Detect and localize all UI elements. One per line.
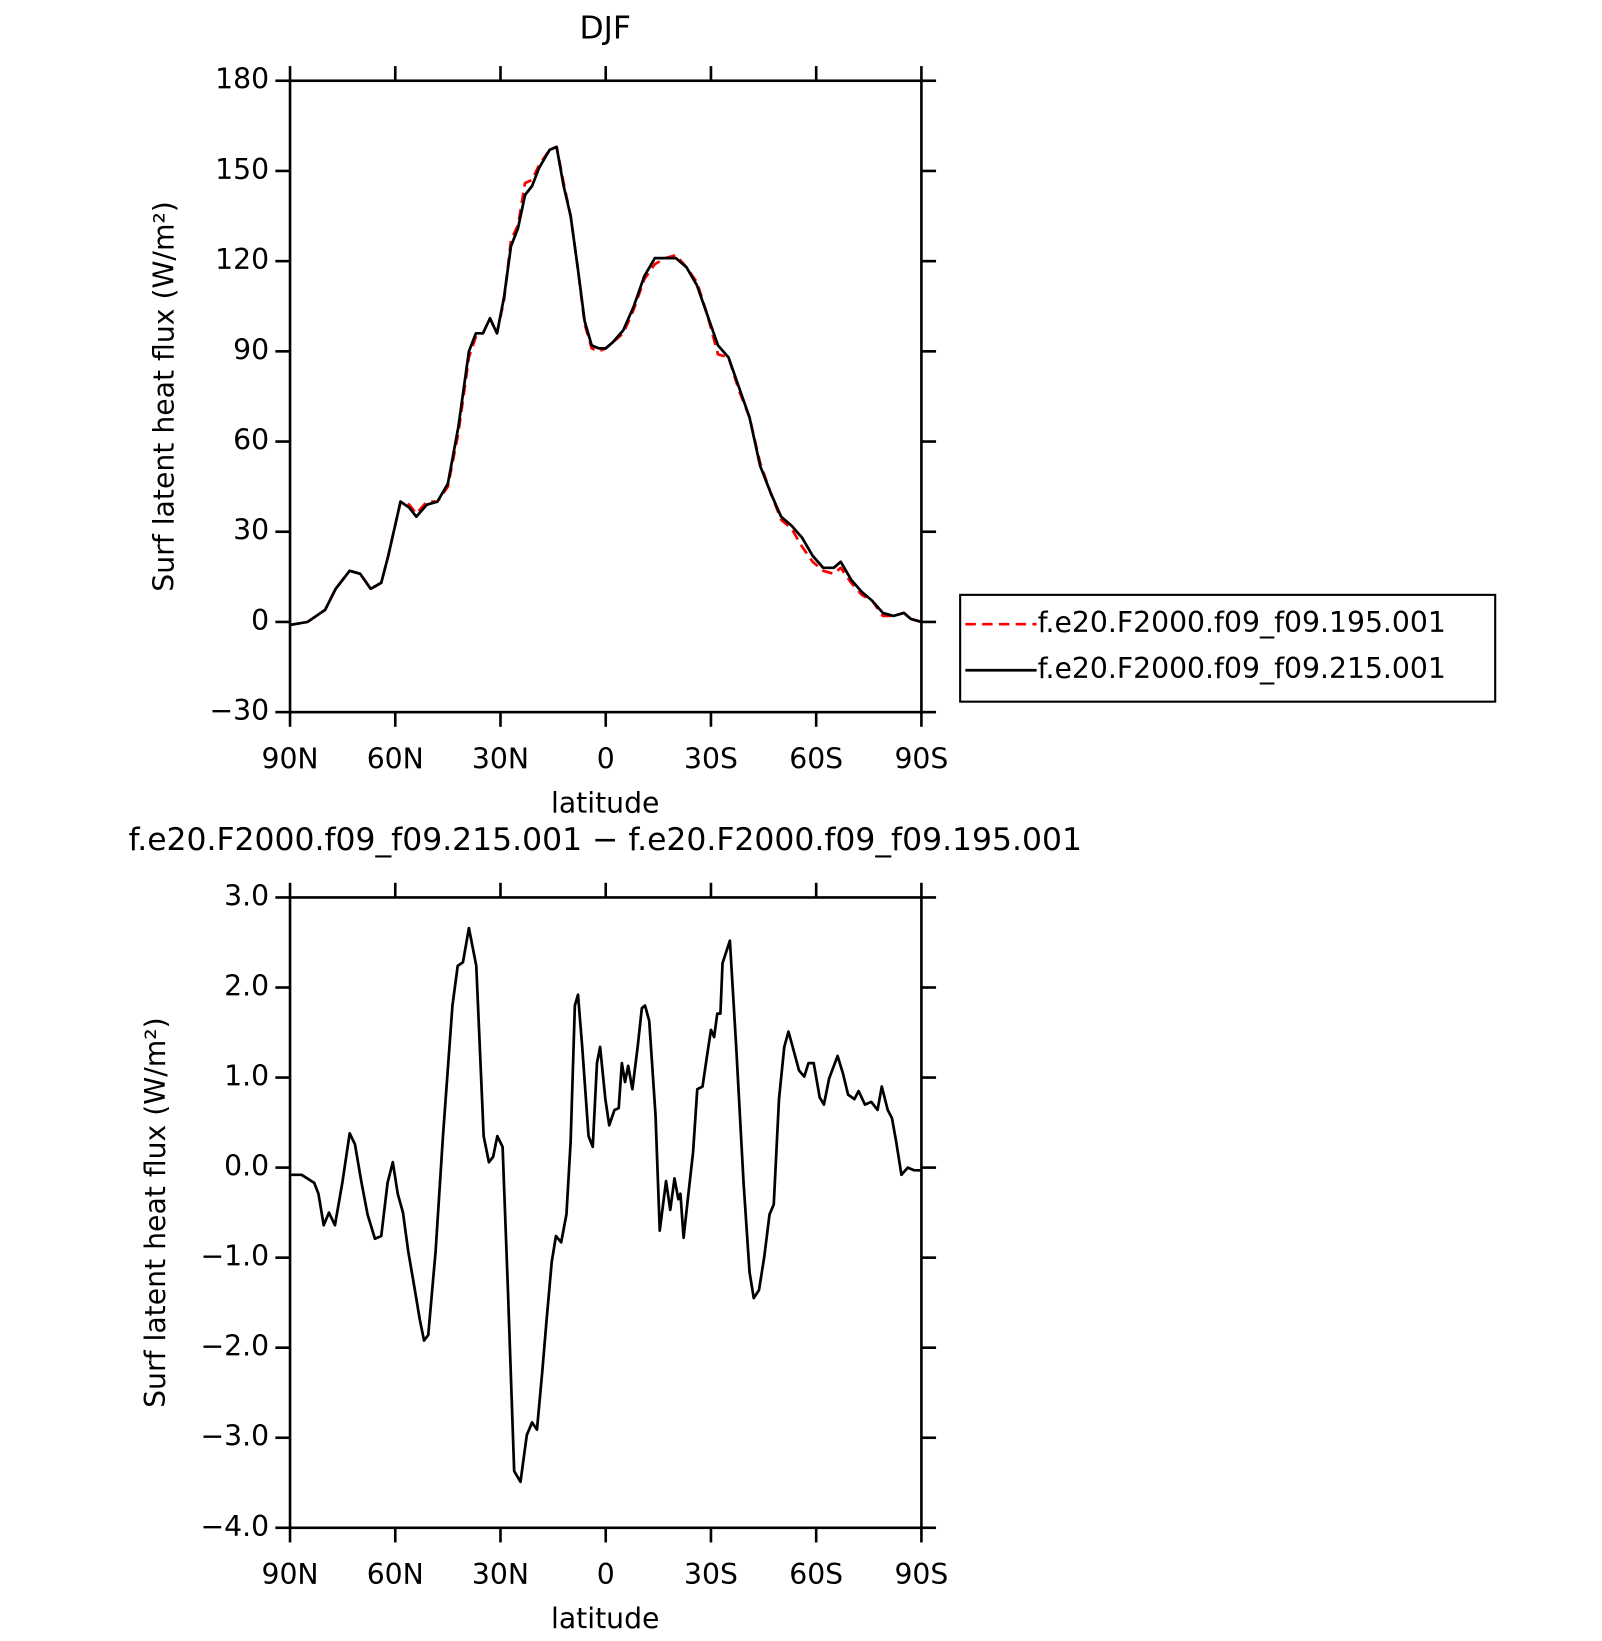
legend-box xyxy=(959,593,1497,703)
y-tick-label: 2.0 xyxy=(224,970,269,1003)
legend-label: f.e20.F2000.f09_f09.195.001 xyxy=(1038,606,1446,639)
chart-title: f.e20.F2000.f09_f09.215.001 − f.e20.F200… xyxy=(128,822,1081,858)
chart-title: DJF xyxy=(579,10,631,46)
y-tick-label: −1.0 xyxy=(200,1240,269,1273)
y-tick-label: 30 xyxy=(233,514,269,547)
y-tick-label: 150 xyxy=(215,153,269,186)
x-tick-label: 30S xyxy=(684,742,738,775)
x-tick-label: 90N xyxy=(261,742,318,775)
x-tick-label: 90S xyxy=(894,742,948,775)
data-line xyxy=(290,926,922,1484)
x-tick-label: 60N xyxy=(367,1558,424,1591)
y-tick-label: 0 xyxy=(251,604,269,637)
x-tick-label: 60S xyxy=(789,1558,843,1591)
x-tick-label: 60N xyxy=(367,742,424,775)
data-line xyxy=(289,145,922,627)
data-line xyxy=(289,145,922,627)
x-axis-label: latitude xyxy=(551,1602,659,1635)
x-tick-label: 90S xyxy=(894,1558,948,1591)
y-tick-label: 1.0 xyxy=(224,1060,269,1093)
x-tick-label: 0 xyxy=(597,1558,615,1591)
y-tick-label: 90 xyxy=(233,333,269,366)
y-tick-label: −3.0 xyxy=(200,1420,269,1453)
x-tick-label: 0 xyxy=(597,742,615,775)
x-tick-label: 90N xyxy=(261,1558,318,1591)
y-axis-label: Surf latent heat flux (W/m²) xyxy=(147,201,180,592)
x-tick-label: 30N xyxy=(472,742,529,775)
y-tick-label: 180 xyxy=(215,63,269,96)
y-tick-label: −4.0 xyxy=(200,1510,269,1543)
y-tick-label: 3.0 xyxy=(224,879,269,912)
y-axis-label: Surf latent heat flux (W/m²) xyxy=(139,1017,172,1408)
x-tick-label: 30S xyxy=(684,1558,738,1591)
x-axis-label: latitude xyxy=(551,786,659,819)
y-tick-label: 0.0 xyxy=(224,1150,269,1183)
plot-frame xyxy=(288,79,923,714)
plot-frame xyxy=(288,896,923,1530)
y-tick-label: −30 xyxy=(209,694,269,727)
x-tick-label: 30N xyxy=(472,1558,529,1591)
legend-label: f.e20.F2000.f09_f09.215.001 xyxy=(1038,652,1446,685)
y-tick-label: −2.0 xyxy=(200,1330,269,1363)
y-tick-label: 60 xyxy=(233,424,269,457)
x-tick-label: 60S xyxy=(789,742,843,775)
y-tick-label: 120 xyxy=(215,243,269,276)
